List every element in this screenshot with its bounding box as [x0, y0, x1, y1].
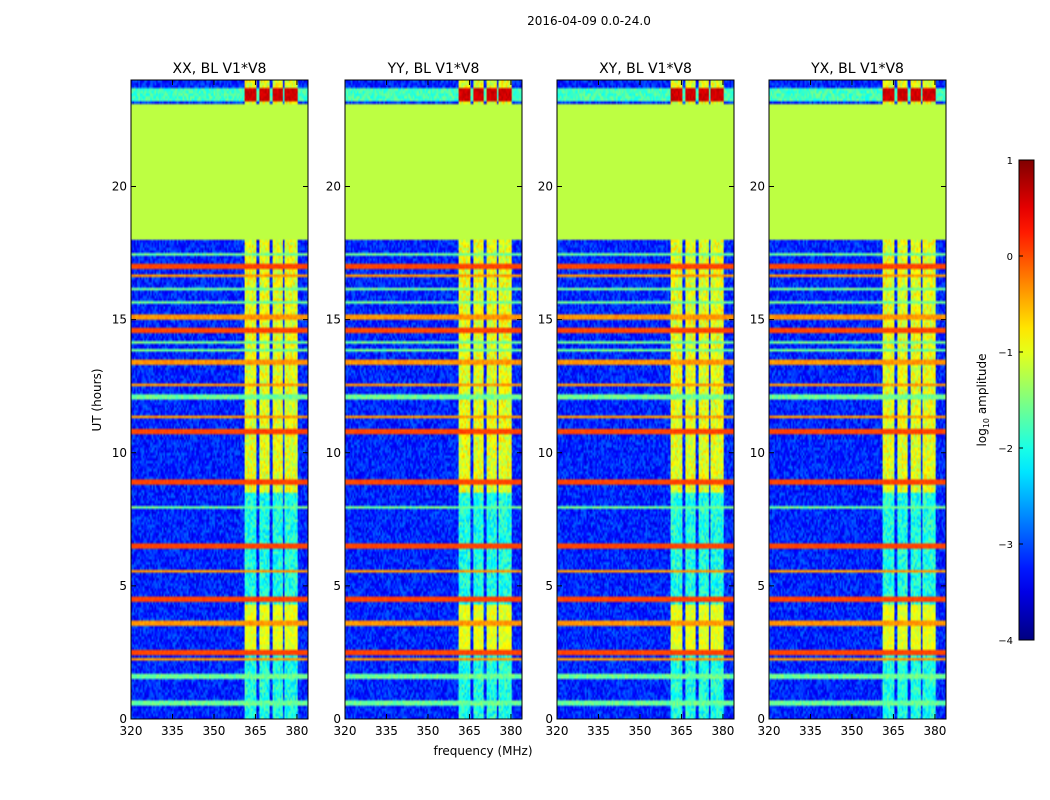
- colorbar-tick-label: 0: [1007, 252, 1013, 263]
- panel-frame: [344, 79, 523, 720]
- y-tick-label: 5: [545, 579, 553, 593]
- y-tick-label: 15: [750, 313, 765, 327]
- panel-yy: YY, BL V1*V8 320 335 350 365 380 0 5 10 15 20: [326, 61, 523, 738]
- x-tick-label: 335: [375, 724, 398, 738]
- y-tick-label: 20: [538, 180, 553, 194]
- x-tick-label: 350: [417, 724, 440, 738]
- panel-title: XY, BL V1*V8: [599, 61, 692, 77]
- y-tick-label: 0: [333, 712, 341, 726]
- x-tick-label: 350: [629, 724, 652, 738]
- y-tick-label: 20: [112, 180, 127, 194]
- x-tick-label: 380: [499, 724, 522, 738]
- heatmap-image: [557, 80, 734, 719]
- y-tick-label: 20: [326, 180, 341, 194]
- x-tick-label: 335: [799, 724, 822, 738]
- colorbar-tick-label: −1: [998, 348, 1013, 359]
- x-tick-label: 365: [670, 724, 693, 738]
- x-tick-label: 320: [120, 724, 143, 738]
- y-tick-label: 20: [750, 180, 765, 194]
- heatmap-image: [345, 80, 522, 719]
- x-tick-label: 380: [923, 724, 946, 738]
- panel-xx: XX, BL V1*V8 320 335 350 365 380 0 5 10 15 20: [112, 61, 309, 738]
- colorbar-tick-label: −4: [998, 636, 1013, 647]
- y-axis-label: UT (hours): [90, 368, 104, 431]
- y-tick-label: 10: [326, 446, 341, 460]
- x-tick-label: 320: [334, 724, 357, 738]
- panel-frame: [130, 79, 309, 720]
- x-tick-label: 380: [285, 724, 308, 738]
- y-tick-label: 10: [750, 446, 765, 460]
- y-tick-label: 15: [112, 313, 127, 327]
- x-tick-label: 335: [161, 724, 184, 738]
- panel-frame: [556, 79, 735, 720]
- colorbar-tick-label: −3: [998, 540, 1013, 551]
- x-tick-label: 365: [882, 724, 905, 738]
- panel-title: XX, BL V1*V8: [173, 61, 267, 77]
- y-tick-label: 15: [538, 313, 553, 327]
- panel-xy: XY, BL V1*V8 320 335 350 365 380 0 5 10 15 20: [538, 61, 735, 738]
- y-tick-label: 5: [333, 579, 341, 593]
- panel-title: YX, BL V1*V8: [810, 61, 904, 77]
- y-tick-label: 10: [538, 446, 553, 460]
- colorbar: 1 0 −1 −2 −3 −4 log10 amplitude: [975, 156, 1035, 647]
- x-axis-label: frequency (MHz): [433, 744, 532, 758]
- heatmap-image: [769, 80, 946, 719]
- x-tick-label: 335: [587, 724, 610, 738]
- x-tick-label: 350: [841, 724, 864, 738]
- y-tick-label: 10: [112, 446, 127, 460]
- x-tick-label: 380: [711, 724, 734, 738]
- colorbar-gradient: [1018, 159, 1035, 641]
- x-tick-label: 365: [458, 724, 481, 738]
- y-tick-label: 0: [757, 712, 765, 726]
- colorbar-tick-label: −2: [998, 444, 1013, 455]
- x-tick-label: 320: [758, 724, 781, 738]
- panel-frame: [768, 79, 947, 720]
- colorbar-tick-label: 1: [1007, 156, 1013, 167]
- heatmap-image: [131, 80, 308, 719]
- figure-suptitle: 2016-04-09 0.0-24.0: [527, 14, 651, 28]
- x-tick-label: 320: [546, 724, 569, 738]
- y-tick-label: 15: [326, 313, 341, 327]
- colorbar-label: log10 amplitude: [975, 354, 991, 447]
- panel-title: YY, BL V1*V8: [387, 61, 480, 77]
- y-tick-label: 5: [119, 579, 127, 593]
- x-tick-label: 350: [203, 724, 226, 738]
- panel-yx: YX, BL V1*V8 320 335 350 365 380 0 5 10 15 20: [750, 61, 947, 738]
- y-tick-label: 0: [119, 712, 127, 726]
- x-tick-label: 365: [244, 724, 267, 738]
- y-tick-label: 5: [757, 579, 765, 593]
- y-tick-label: 0: [545, 712, 553, 726]
